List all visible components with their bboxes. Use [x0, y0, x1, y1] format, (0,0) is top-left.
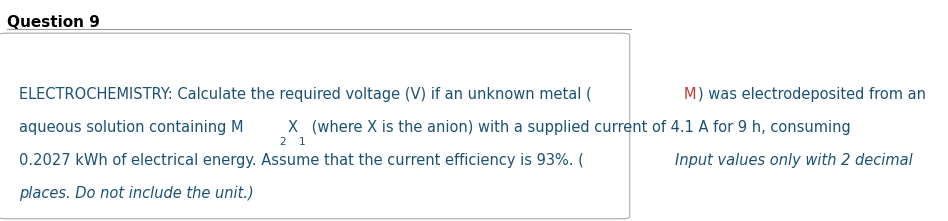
Text: places. Do not include the unit.): places. Do not include the unit.): [19, 186, 253, 201]
Text: aqueous solution containing M: aqueous solution containing M: [19, 120, 244, 135]
Text: 1: 1: [299, 137, 305, 147]
FancyBboxPatch shape: [0, 33, 629, 219]
Text: X: X: [287, 120, 298, 135]
Text: 2: 2: [280, 137, 286, 147]
Text: ) was electrodeposited from an: ) was electrodeposited from an: [699, 87, 926, 102]
Text: ELECTROCHEMISTRY: Calculate the required voltage (V) if an unknown metal (: ELECTROCHEMISTRY: Calculate the required…: [19, 87, 592, 102]
Text: M: M: [684, 87, 697, 102]
Text: (where X is the anion) with a supplied current of 4.1 A for 9 h, consuming: (where X is the anion) with a supplied c…: [306, 120, 850, 135]
Text: Input values only with 2 decimal: Input values only with 2 decimal: [675, 153, 913, 168]
Text: Question 9: Question 9: [7, 15, 100, 30]
Text: 0.2027 kWh of electrical energy. Assume that the current efficiency is 93%. (: 0.2027 kWh of electrical energy. Assume …: [19, 153, 584, 168]
